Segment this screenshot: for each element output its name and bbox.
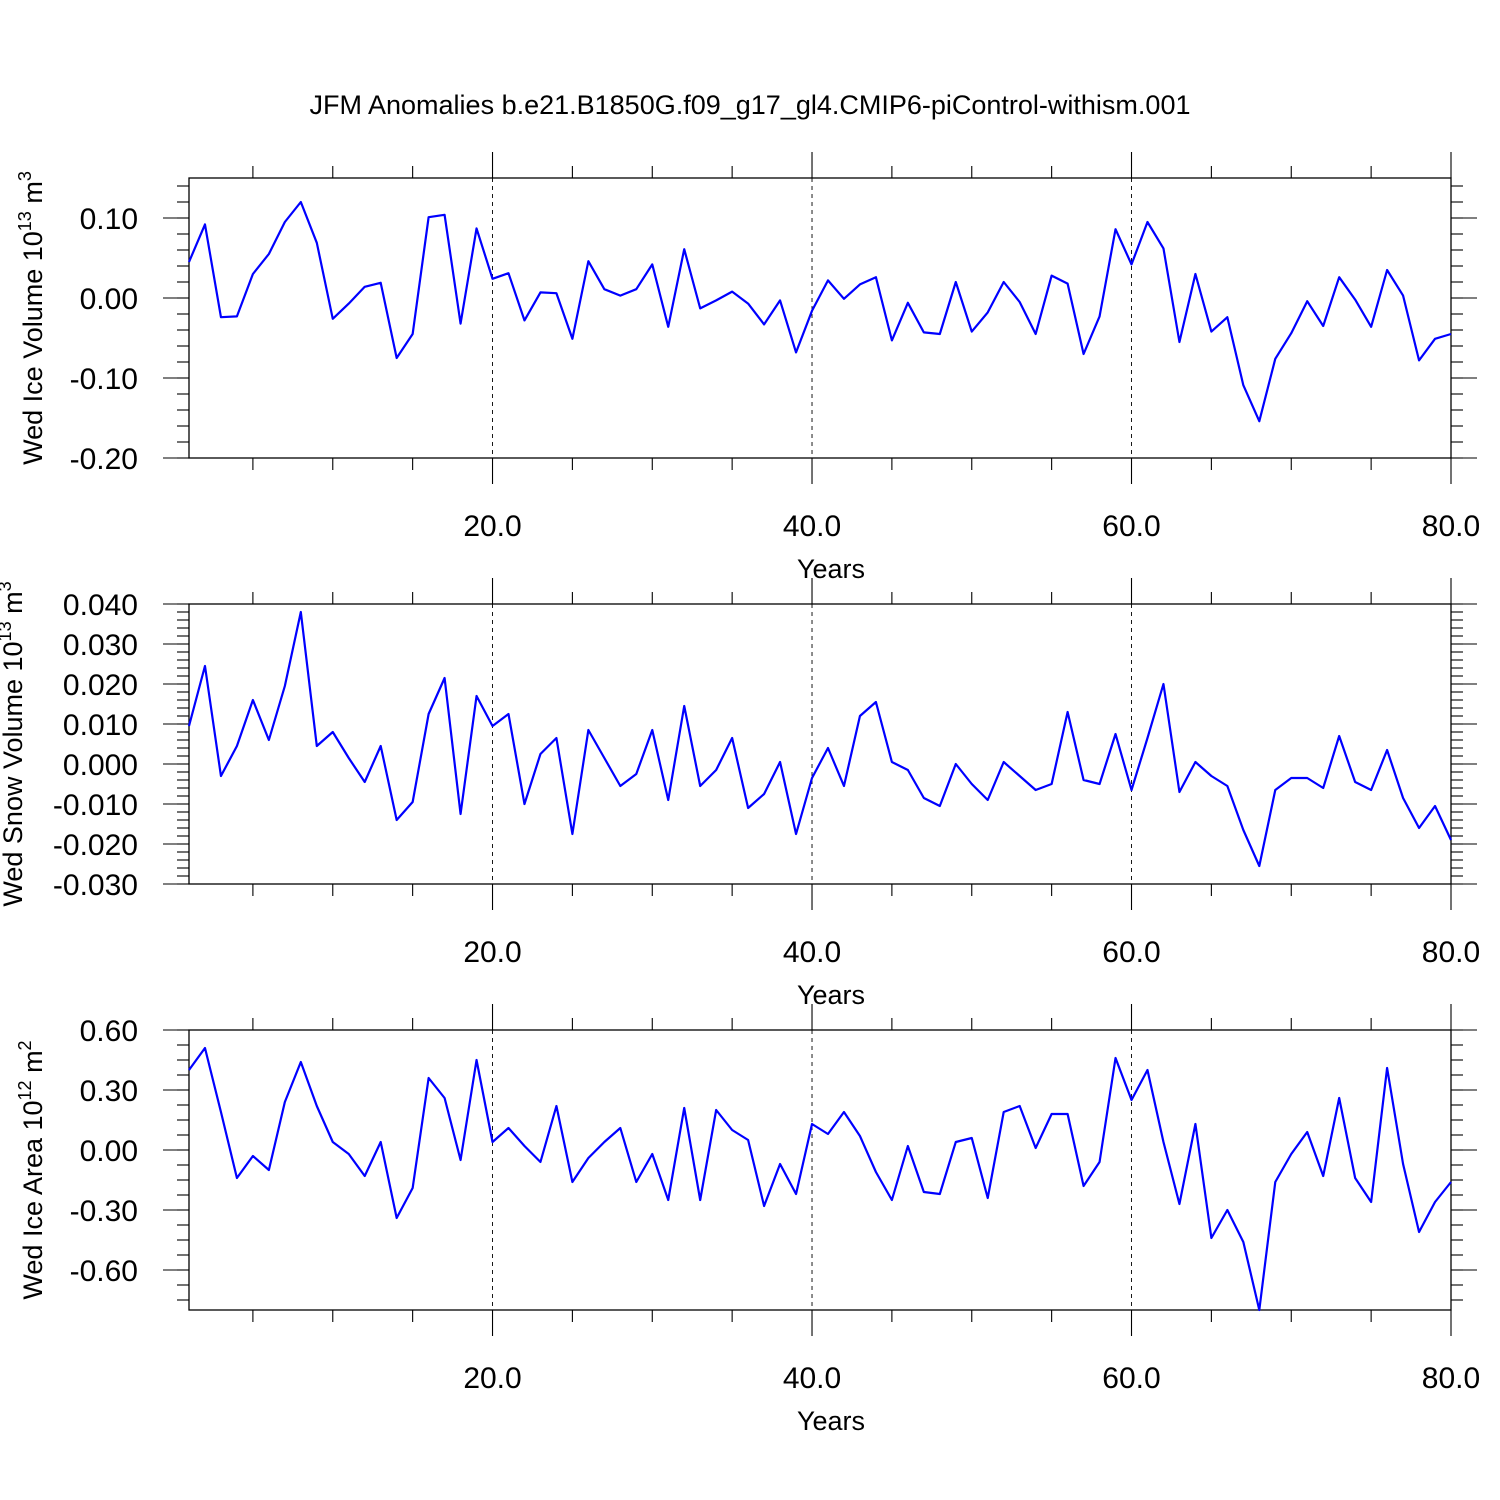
x-tick-label: 80.0: [1422, 936, 1480, 969]
x-tick-label: 60.0: [1102, 936, 1160, 969]
plot-frame: [188, 177, 1452, 459]
x-tick-label: 40.0: [783, 1362, 841, 1395]
x-tick-label: 20.0: [463, 1362, 521, 1395]
x-tick-label: 20.0: [463, 936, 521, 969]
y-tick-label: 0.030: [63, 629, 138, 662]
y-tick-label: 0.040: [63, 589, 138, 622]
y-axis-label-base: Wed Snow Volume 10: [0, 641, 28, 906]
y-tick-label: 0.10: [80, 203, 138, 236]
y-axis-label-unit-exponent: 2: [15, 1040, 35, 1050]
y-tick-label: -0.010: [53, 789, 138, 822]
y-tick-label: -0.20: [70, 443, 138, 476]
x-tick-label: 40.0: [783, 936, 841, 969]
plot-frame: [188, 603, 1452, 885]
y-axis-label-exponent: 13: [15, 211, 35, 231]
series-line: [188, 1046, 1452, 1312]
y-tick-label: 0.30: [80, 1075, 138, 1108]
y-tick-label: 0.020: [63, 669, 138, 702]
x-tick-label: 80.0: [1422, 1362, 1480, 1395]
panel-3: 20.0 40.0 60.0 80.0 Years -0.60 -0.30 0.00 0.30 0…: [15, 1004, 1480, 1436]
y-axis-label: Wed Ice Area 1012 m2: [15, 1040, 48, 1299]
x-axis-label: Years: [797, 980, 865, 1010]
y-axis-label-base: Wed Ice Area 10: [18, 1100, 48, 1299]
plot-frame: [188, 1029, 1452, 1311]
series-line: [187, 610, 1452, 868]
y-tick-label: 0.000: [63, 749, 138, 782]
y-axis-label-exponent: 12: [15, 1080, 35, 1100]
x-axis-label: Years: [797, 1406, 865, 1436]
y-tick-label: 0.60: [80, 1015, 138, 1048]
chart-title: JFM Anomalies b.e21.B1850G.f09_g17_gl4.C…: [310, 90, 1191, 120]
panels: 20.0 40.0 60.0 80.0 Years -0.20 -0.10 0.00 0.10 W…: [0, 152, 1480, 1436]
y-axis-label-unit-exponent: 3: [15, 171, 35, 181]
x-tick-label: 60.0: [1102, 510, 1160, 543]
x-axis-label: Years: [797, 554, 865, 584]
y-tick-label: -0.020: [53, 829, 138, 862]
y-tick-label: -0.30: [70, 1195, 138, 1228]
y-tick-label: -0.030: [53, 869, 138, 902]
x-tick-label: 60.0: [1102, 1362, 1160, 1395]
panel-2: 20.0 40.0 60.0 80.0 Years -0.030 -0.020 -0.010 0…: [0, 578, 1480, 1010]
y-axis-label-unit: m: [18, 181, 48, 211]
x-tick-label: 40.0: [783, 510, 841, 543]
y-axis-label-base: Wed Ice Volume 10: [18, 231, 48, 465]
y-tick-label: -0.60: [70, 1255, 138, 1288]
y-axis-label-unit: m: [18, 1050, 48, 1080]
y-tick-label: 0.00: [80, 1135, 138, 1168]
x-tick-label: 20.0: [463, 510, 521, 543]
series-line: [187, 200, 1452, 423]
y-tick-label: -0.10: [70, 363, 138, 396]
x-tick-label: 80.0: [1422, 510, 1480, 543]
y-axis-label: Wed Ice Volume 1013 m3: [15, 171, 48, 465]
y-tick-label: 0.00: [80, 283, 138, 316]
y-axis-label-unit-exponent: 3: [0, 581, 15, 591]
y-axis-label-unit: m: [0, 591, 28, 621]
y-tick-label: 0.010: [63, 709, 138, 742]
y-axis-label-exponent: 13: [0, 621, 15, 641]
y-axis-label: Wed Snow Volume 1013 m3: [0, 581, 28, 906]
panel-1: 20.0 40.0 60.0 80.0 Years -0.20 -0.10 0.00 0.10 W…: [15, 152, 1480, 584]
